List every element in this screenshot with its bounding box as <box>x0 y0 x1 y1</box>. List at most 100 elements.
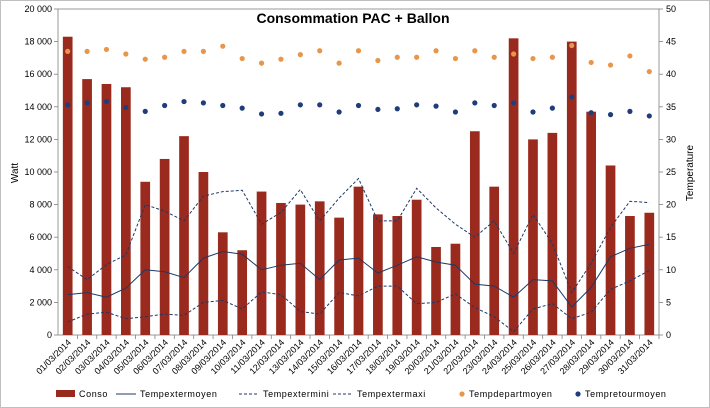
bar-conso <box>314 201 325 335</box>
bar-conso <box>353 186 364 335</box>
point-tempdepartmoyen <box>297 52 303 58</box>
y-right-tick-label: 50 <box>666 4 676 14</box>
bar-conso <box>159 158 170 335</box>
bar-conso <box>237 250 248 335</box>
point-tempretourmoyen <box>355 102 362 109</box>
point-tempretourmoyen <box>491 102 497 109</box>
legend-label-tempretourmoyen: Tempretourmoyen <box>585 389 667 399</box>
legend-swatch-tempdepartmoyen <box>459 391 465 397</box>
bar-conso <box>140 181 151 335</box>
point-tempdepartmoyen <box>414 54 420 60</box>
bar-conso <box>644 212 655 335</box>
point-tempretourmoyen <box>646 113 652 119</box>
point-tempdepartmoyen <box>65 48 71 54</box>
bar-conso <box>373 214 383 335</box>
point-tempdepartmoyen <box>607 62 614 68</box>
y-left-tick-label: 18 000 <box>24 37 52 47</box>
line-tempextermini <box>67 270 650 333</box>
bar-conso <box>450 243 461 335</box>
point-tempdepartmoyen <box>491 54 497 60</box>
y-axis-right-title: Temperature <box>685 144 696 201</box>
point-tempretourmoyen <box>510 100 517 106</box>
point-tempdepartmoyen <box>588 59 594 66</box>
point-tempretourmoyen <box>200 100 207 106</box>
bar-conso <box>605 165 616 335</box>
point-tempdepartmoyen <box>394 54 400 60</box>
point-tempretourmoyen <box>414 102 420 108</box>
point-tempdepartmoyen <box>355 48 362 54</box>
y-left-tick-label: 8 000 <box>29 200 52 210</box>
point-tempdepartmoyen <box>549 54 555 60</box>
point-tempdepartmoyen <box>627 53 633 59</box>
point-tempdepartmoyen <box>433 48 439 54</box>
point-tempretourmoyen <box>220 102 226 109</box>
bar-conso <box>411 199 422 335</box>
line-tempextermaxi <box>67 177 650 294</box>
bar-conso <box>392 216 403 335</box>
point-tempretourmoyen <box>142 108 148 114</box>
bar-conso <box>547 132 558 335</box>
point-tempretourmoyen <box>84 100 90 106</box>
point-tempretourmoyen <box>258 111 265 117</box>
y-right-tick-label: 45 <box>666 37 676 47</box>
y-right-tick-label: 30 <box>666 134 676 144</box>
y-left-tick-label: 10 000 <box>24 167 52 177</box>
chart-title: Consommation PAC + Ballon <box>256 10 449 26</box>
point-tempdepartmoyen <box>472 48 478 54</box>
bar-conso <box>62 36 73 336</box>
point-tempdepartmoyen <box>162 54 168 60</box>
bar-conso <box>217 232 228 335</box>
bar-conso <box>469 131 480 335</box>
point-tempretourmoyen <box>239 105 245 111</box>
bar-conso <box>508 38 519 336</box>
bar-conso <box>179 136 189 335</box>
point-tempretourmoyen <box>65 102 71 108</box>
y-left-tick-label: 6 000 <box>29 232 52 242</box>
bar-conso <box>256 191 267 335</box>
point-tempretourmoyen <box>530 109 536 115</box>
point-tempdepartmoyen <box>569 42 575 49</box>
y-right-tick-label: 5 <box>666 297 671 307</box>
bar-conso <box>121 87 131 336</box>
point-tempdepartmoyen <box>200 48 207 54</box>
y-right-tick-label: 40 <box>666 69 676 79</box>
point-tempdepartmoyen <box>530 55 536 62</box>
point-tempretourmoyen <box>278 110 284 116</box>
point-tempdepartmoyen <box>103 46 110 53</box>
point-tempdepartmoyen <box>510 51 517 57</box>
bar-conso <box>431 246 441 335</box>
bar-conso <box>101 83 112 335</box>
point-tempretourmoyen <box>607 112 614 118</box>
legend-label-conso: Conso <box>79 389 108 399</box>
bar-conso <box>198 172 209 335</box>
y-right-tick-label: 0 <box>666 330 671 340</box>
bar-conso <box>586 111 596 335</box>
y-right-tick-label: 25 <box>666 167 676 177</box>
point-tempretourmoyen <box>162 102 168 109</box>
point-tempdepartmoyen <box>84 48 90 54</box>
point-tempdepartmoyen <box>220 43 226 49</box>
bar-conso <box>489 186 500 335</box>
point-tempretourmoyen <box>123 104 129 111</box>
legend-label-tempextermini: Tempextermini <box>263 389 329 399</box>
point-tempdepartmoyen <box>646 68 652 75</box>
point-tempretourmoyen <box>375 106 381 113</box>
point-tempretourmoyen <box>569 94 575 100</box>
point-tempdepartmoyen <box>181 48 187 54</box>
point-tempdepartmoyen <box>278 56 284 62</box>
legend-swatch-conso <box>56 390 75 397</box>
point-tempretourmoyen <box>181 98 187 105</box>
legend-label-tempdepartmoyen: Tempdepartmoyen <box>469 389 553 399</box>
y-left-tick-label: 2 000 <box>29 297 52 307</box>
y-right-tick-label: 35 <box>666 102 676 112</box>
legend-label-tempextermoyen: Tempextermoyen <box>140 389 217 399</box>
legend: Conso Tempextermoyen Tempextermini Tempexte… <box>56 389 667 399</box>
point-tempdepartmoyen <box>375 57 381 64</box>
y-right-tick-label: 10 <box>666 265 676 275</box>
y-right-tick-label: 20 <box>666 200 676 210</box>
y-left-tick-label: 0 <box>47 330 52 340</box>
bar-conso <box>566 41 577 335</box>
bar-conso <box>295 204 306 335</box>
